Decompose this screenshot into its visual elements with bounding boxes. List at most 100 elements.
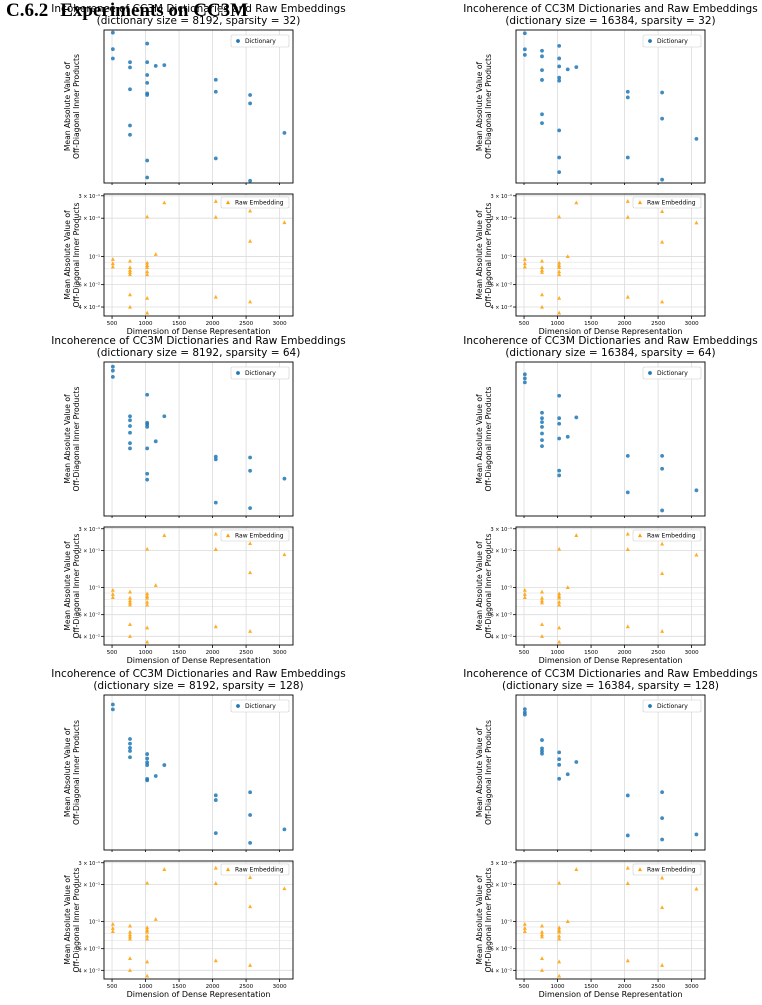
raw-embedding-point (660, 299, 665, 304)
dictionary-point (248, 790, 253, 795)
y-axis-label-line2: Off-Diagonal Inner Products (72, 54, 81, 159)
chart-subtitle: (dictionary size = 16384, sparsity = 128… (502, 680, 719, 692)
raw-embedding-point (145, 625, 150, 630)
y-tick-label: 6 × 10⁻² (78, 283, 100, 289)
raw-embedding-point (522, 595, 527, 599)
axes-frame-raw (103, 193, 294, 317)
y-axis-label-line2: Off-Diagonal Inner Products (484, 203, 493, 308)
raw-embedding-point (557, 591, 562, 596)
x-tick-label: 1000 (139, 984, 153, 990)
raw-embedding-point (540, 968, 545, 972)
legend-label-dictionary: Dictionary (657, 703, 688, 710)
raw-embedding-point (522, 257, 527, 261)
dictionary-point (557, 473, 562, 478)
raw-embedding-point (162, 867, 167, 871)
dictionary-point (625, 453, 630, 458)
dictionary-point (660, 466, 665, 471)
dictionary-point (145, 41, 150, 46)
y-tick-label: 2 × 10⁻¹ (490, 216, 512, 222)
dictionary-point (145, 175, 150, 180)
y-tick-label: 2 × 10⁻¹ (78, 882, 100, 888)
raw-embedding-point (522, 921, 527, 926)
raw-embedding-point (145, 595, 150, 600)
legend-label-dictionary: Dictionary (245, 703, 276, 710)
dictionary-point (625, 793, 630, 798)
dictionary-point (128, 87, 132, 92)
dictionary-point (694, 832, 699, 837)
y-axis-label-line2: Off-Diagonal Inner Products (484, 54, 493, 159)
legend-marker-dictionary (648, 39, 652, 43)
raw-embedding-point (522, 587, 527, 592)
y-axis-label-line1: Mean Absolute Value of (475, 875, 484, 965)
y-axis-label-line2: Off-Diagonal Inner Products (484, 868, 493, 973)
dictionary-point (110, 707, 115, 712)
dictionary-point (213, 798, 218, 802)
legend-label-raw: Raw Embedding (647, 867, 696, 874)
dictionary-point (213, 793, 218, 798)
legend-marker-dictionary (648, 704, 652, 708)
axes-frame-raw (103, 526, 294, 646)
legend-box (220, 196, 290, 209)
x-tick-label: 2000 (618, 321, 632, 327)
dictionary-point (565, 67, 570, 72)
y-tick-label: 3 × 10⁻¹ (78, 527, 100, 533)
y-axis-label-line1: Mean Absolute Value of (63, 394, 72, 484)
y-axis-label-line2: Off-Diagonal Inner Products (72, 534, 81, 639)
y-tick-label: 4 × 10⁻² (78, 634, 100, 640)
raw-embedding-point (248, 208, 253, 213)
dictionary-point (557, 468, 562, 473)
dictionary-point (660, 790, 665, 795)
raw-embedding-point (540, 595, 545, 600)
dictionary-point (660, 837, 665, 842)
raw-embedding-point (557, 880, 562, 885)
raw-embedding-point (660, 875, 665, 880)
raw-embedding-point (540, 634, 545, 638)
raw-embedding-point (128, 602, 133, 607)
legend-label-raw: Raw Embedding (235, 867, 284, 874)
x-tick-label: 1500 (172, 984, 186, 990)
dictionary-point (128, 60, 132, 65)
raw-embedding-point (522, 926, 527, 930)
raw-embedding-point (248, 238, 253, 243)
legend-marker-raw (226, 867, 230, 872)
x-tick-label: 500 (519, 984, 530, 990)
dictionary-point (110, 364, 115, 369)
x-tick-label: 2000 (206, 650, 220, 656)
raw-embedding-point (565, 919, 570, 924)
raw-embedding-point (110, 929, 115, 933)
legend-marker-dictionary (236, 39, 240, 43)
legend-box (632, 863, 702, 876)
raw-embedding-point (694, 552, 699, 557)
axes-frame-raw (103, 860, 294, 980)
y-tick-label: 6 × 10⁻² (490, 613, 512, 619)
dictionary-point (248, 813, 253, 817)
legend-label-dictionary: Dictionary (245, 370, 276, 377)
x-tick-label: 1500 (584, 984, 598, 990)
raw-embedding-point (145, 260, 150, 265)
dictionary-point (145, 752, 150, 756)
dictionary-point (128, 755, 132, 760)
dictionary-point (557, 128, 562, 133)
dictionary-point (213, 156, 218, 161)
raw-embedding-point (625, 199, 630, 203)
raw-embedding-point (145, 933, 150, 938)
x-tick-label: 3000 (685, 984, 699, 990)
chart-title: Incoherence of CC3M Dictionaries and Raw… (51, 335, 345, 347)
dictionary-point (128, 741, 132, 746)
raw-embedding-point (213, 547, 218, 551)
raw-embedding-point (540, 600, 545, 605)
raw-embedding-point (213, 624, 218, 629)
raw-embedding-point (557, 310, 562, 315)
x-tick-label: 500 (519, 650, 530, 656)
raw-embedding-point (145, 269, 150, 274)
section-title: Experiments on CC3M (60, 0, 249, 21)
dictionary-point (145, 760, 150, 765)
x-tick-label: 1000 (551, 984, 565, 990)
raw-embedding-point (128, 929, 133, 934)
x-tick-label: 500 (107, 984, 118, 990)
dictionary-point (557, 56, 562, 61)
chart-panel-2: Incoherence of CC3M Dictionaries and Raw… (463, 3, 757, 336)
raw-embedding-point (557, 269, 562, 274)
y-tick-label: 4 × 10⁻² (78, 305, 100, 311)
dictionary-point (557, 155, 562, 160)
